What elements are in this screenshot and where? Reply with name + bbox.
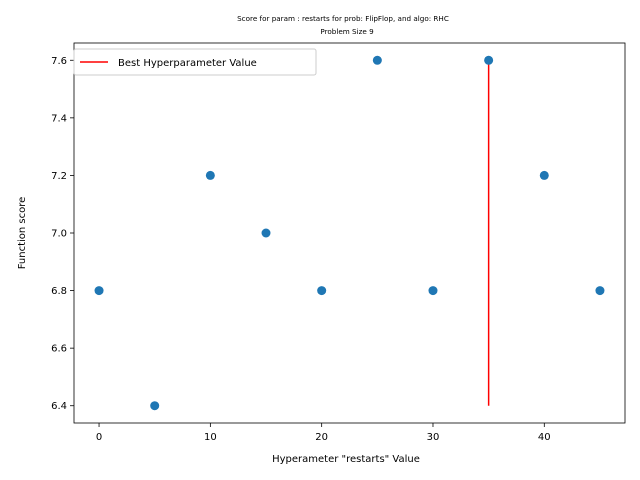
scatter-point: [261, 228, 271, 238]
y-tick-label: 7.4: [51, 113, 67, 124]
scatter-points: [94, 55, 605, 411]
y-tick-label: 7.0: [51, 229, 67, 240]
y-tick-label: 6.8: [51, 286, 67, 297]
scatter-point: [317, 286, 327, 296]
y-tick-label: 6.6: [51, 344, 67, 355]
y-tick-label: 7.2: [51, 171, 67, 182]
x-tick-label: 10: [204, 432, 217, 443]
scatter-point: [205, 170, 215, 180]
y-axis: 6.4 6.6 6.8 7.0 7.2 7.4 7.6: [51, 56, 74, 412]
scatter-point: [484, 55, 494, 65]
scatter-point: [372, 55, 382, 65]
legend: Best Hyperparameter Value: [73, 48, 317, 76]
legend-label: Best Hyperparameter Value: [118, 58, 257, 69]
chart-subtitle: Problem Size 9: [320, 27, 374, 36]
x-tick-label: 20: [315, 432, 328, 443]
scatter-point: [150, 401, 160, 411]
chart-title: Score for param : restarts for prob: Fli…: [237, 14, 449, 23]
legend-box: [73, 48, 317, 76]
y-tick-label: 6.4: [51, 401, 67, 412]
y-axis-label: Function score: [17, 197, 28, 270]
x-tick-label: 30: [427, 432, 440, 443]
y-tick-label: 7.6: [51, 56, 67, 67]
x-tick-label: 0: [96, 432, 102, 443]
x-tick-label: 40: [538, 432, 551, 443]
scatter-point: [94, 286, 104, 296]
scatter-point: [428, 286, 438, 296]
scatter-point: [595, 286, 605, 296]
x-axis-label: Hyperameter "restarts" Value: [272, 454, 420, 465]
x-axis: 0 10 20 30 40: [96, 423, 551, 443]
scatter-point: [539, 170, 549, 180]
